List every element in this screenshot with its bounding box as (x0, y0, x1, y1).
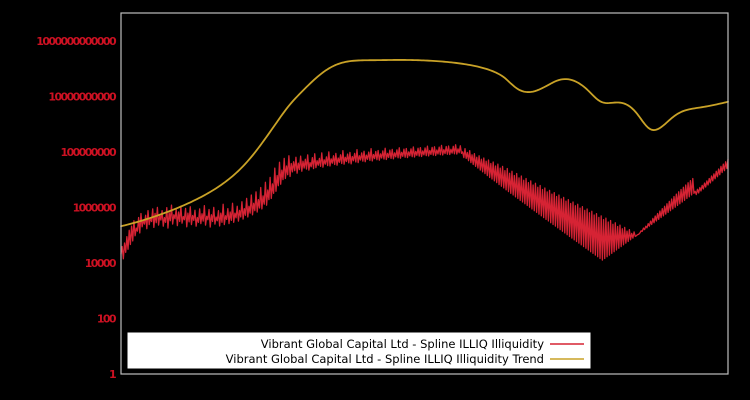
chart-legend[interactable]: Vibrant Global Capital Ltd - Spline ILLI… (127, 332, 591, 369)
y-tick-label: 1000000000000 (36, 35, 117, 48)
y-tick-label: 1 (109, 368, 116, 381)
y-tick-label: 100 (97, 312, 117, 325)
illiquidity-trend-line (120, 59, 729, 228)
y-tick-label: 1000000 (73, 201, 117, 214)
plot-background (121, 13, 728, 374)
legend-label: Vibrant Global Capital Ltd - Spline ILLI… (261, 337, 544, 351)
y-tick-label: 10000 (85, 257, 117, 270)
data-series-group (120, 59, 729, 261)
legend-background (127, 332, 591, 369)
y-axis-tick-labels: 1000000000000 10000000000 100000000 1000000… (36, 35, 118, 381)
illiquidity-series-line (120, 144, 729, 261)
legend-label: Vibrant Global Capital Ltd - Spline ILLI… (226, 352, 544, 366)
y-tick-label: 100000000 (61, 146, 117, 159)
y-tick-label: 10000000000 (48, 90, 117, 103)
plot-area-border (120, 12, 729, 375)
